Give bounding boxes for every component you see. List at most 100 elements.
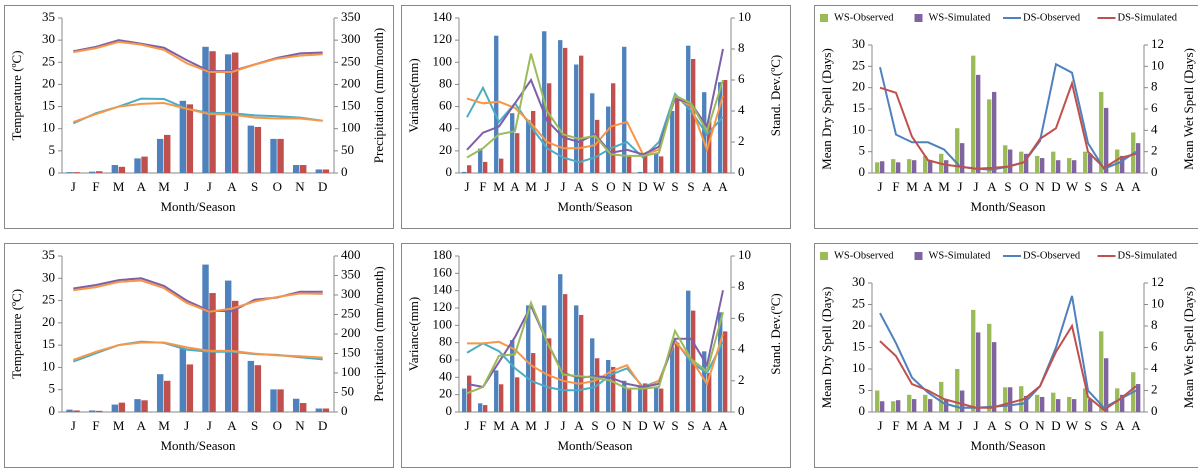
bar xyxy=(1008,149,1013,173)
y-tick-label: 30 xyxy=(852,36,865,51)
x-tick-label: D xyxy=(1051,418,1060,433)
legend-label: DS-Simulated xyxy=(1118,250,1178,261)
x-tick-label: M xyxy=(158,179,170,194)
y2-axis-title: Precipitation (mm/month) xyxy=(371,28,386,163)
bar xyxy=(992,342,997,412)
x-tick-label: A xyxy=(1115,418,1125,433)
bar xyxy=(134,399,141,412)
bar xyxy=(478,403,483,412)
legend-label: WS-Simulated xyxy=(929,250,992,261)
x-axis-title: Month/Season xyxy=(160,199,236,214)
y-axis-title: Temperature (ºC) xyxy=(9,50,24,140)
y-tick-label: 30 xyxy=(42,31,55,46)
x-tick-label: A xyxy=(1131,418,1141,433)
bar xyxy=(1083,151,1088,173)
bar xyxy=(923,394,928,412)
y-tick-label: 20 xyxy=(439,142,452,157)
x-tick-label: J xyxy=(973,418,978,433)
bar xyxy=(875,162,880,173)
bar xyxy=(1067,158,1072,173)
y-tick-label: 60 xyxy=(439,351,452,366)
y2-tick-label: 0 xyxy=(738,403,745,418)
bar xyxy=(574,64,579,173)
bar xyxy=(992,91,997,173)
y-tick-label: 30 xyxy=(852,274,865,289)
bar xyxy=(141,400,148,412)
bar xyxy=(971,55,976,173)
y-tick-label: 20 xyxy=(852,79,865,94)
bar xyxy=(1088,153,1093,173)
y2-tick-label: 6 xyxy=(738,71,745,86)
x-axis-title: Month/Season xyxy=(557,199,633,214)
x-axis-title: Month/Season xyxy=(160,438,236,453)
x-tick-label: F xyxy=(892,418,899,433)
bar xyxy=(1104,358,1109,412)
bar xyxy=(643,383,648,412)
legend-label: DS-Observed xyxy=(1023,12,1081,23)
y2-axis-title: Stand. Dev.(ºC) xyxy=(768,55,783,137)
bar xyxy=(1035,155,1040,173)
x-tick-label: D xyxy=(318,418,327,433)
bar xyxy=(247,125,255,173)
y-tick-label: 5 xyxy=(859,143,866,158)
bar xyxy=(322,408,330,412)
y2-tick-label: 4 xyxy=(738,102,745,117)
bar xyxy=(1072,160,1077,173)
bar xyxy=(526,119,531,173)
y-tick-label: 10 xyxy=(42,358,55,373)
bar xyxy=(483,161,488,173)
x-tick-label: D xyxy=(1051,179,1060,194)
x-tick-label: J xyxy=(544,418,549,433)
x-tick-label: A xyxy=(718,418,728,433)
x-tick-label: J xyxy=(207,418,212,433)
y2-tick-label: 12 xyxy=(1151,36,1164,51)
y2-tick-label: 0 xyxy=(1151,164,1158,179)
bar xyxy=(111,404,119,412)
y2-tick-label: 350 xyxy=(341,9,361,24)
y-tick-label: 20 xyxy=(42,75,55,90)
x-axis-title: Month/Season xyxy=(970,199,1046,214)
bar xyxy=(627,387,632,412)
y-tick-label: 120 xyxy=(433,31,453,46)
bar xyxy=(675,342,680,412)
bar xyxy=(880,401,885,412)
x-tick-label: A xyxy=(718,179,728,194)
bar xyxy=(955,369,960,412)
panel-border xyxy=(401,243,791,468)
bar xyxy=(66,172,73,173)
bar xyxy=(277,389,284,412)
bar xyxy=(315,408,323,412)
y2-axis-title: Mean Wet Spell (Days) xyxy=(1181,287,1196,409)
x-tick-label: M xyxy=(493,179,505,194)
bar xyxy=(955,128,960,173)
x-tick-label: D xyxy=(638,179,647,194)
legend-label: DS-Observed xyxy=(1023,250,1081,261)
x-tick-label: M xyxy=(525,418,537,433)
x-tick-label: M xyxy=(938,418,950,433)
bar xyxy=(1035,394,1040,412)
line-series xyxy=(879,79,1137,170)
bar xyxy=(944,160,949,173)
bar xyxy=(707,373,712,412)
bar xyxy=(702,351,707,412)
x-tick-label: S xyxy=(591,179,598,194)
x-tick-label: D xyxy=(318,179,327,194)
line-series xyxy=(73,279,323,313)
y2-tick-label: 8 xyxy=(738,40,745,55)
bar xyxy=(971,309,976,412)
x-tick-label: J xyxy=(560,418,565,433)
bar xyxy=(944,399,949,412)
x-tick-label: J xyxy=(877,418,882,433)
y-tick-label: 80 xyxy=(439,75,452,90)
bar xyxy=(558,274,563,412)
bar xyxy=(606,360,611,412)
legend-swatch xyxy=(914,14,923,22)
bar xyxy=(292,165,300,173)
bar xyxy=(88,171,96,173)
bar xyxy=(659,388,664,412)
x-tick-label: A xyxy=(227,179,237,194)
y2-axis-title: Mean Wet Spell (Days) xyxy=(1181,48,1196,170)
x-tick-label: M xyxy=(906,418,918,433)
y-tick-label: 20 xyxy=(852,317,865,332)
y2-tick-label: 6 xyxy=(738,309,745,324)
